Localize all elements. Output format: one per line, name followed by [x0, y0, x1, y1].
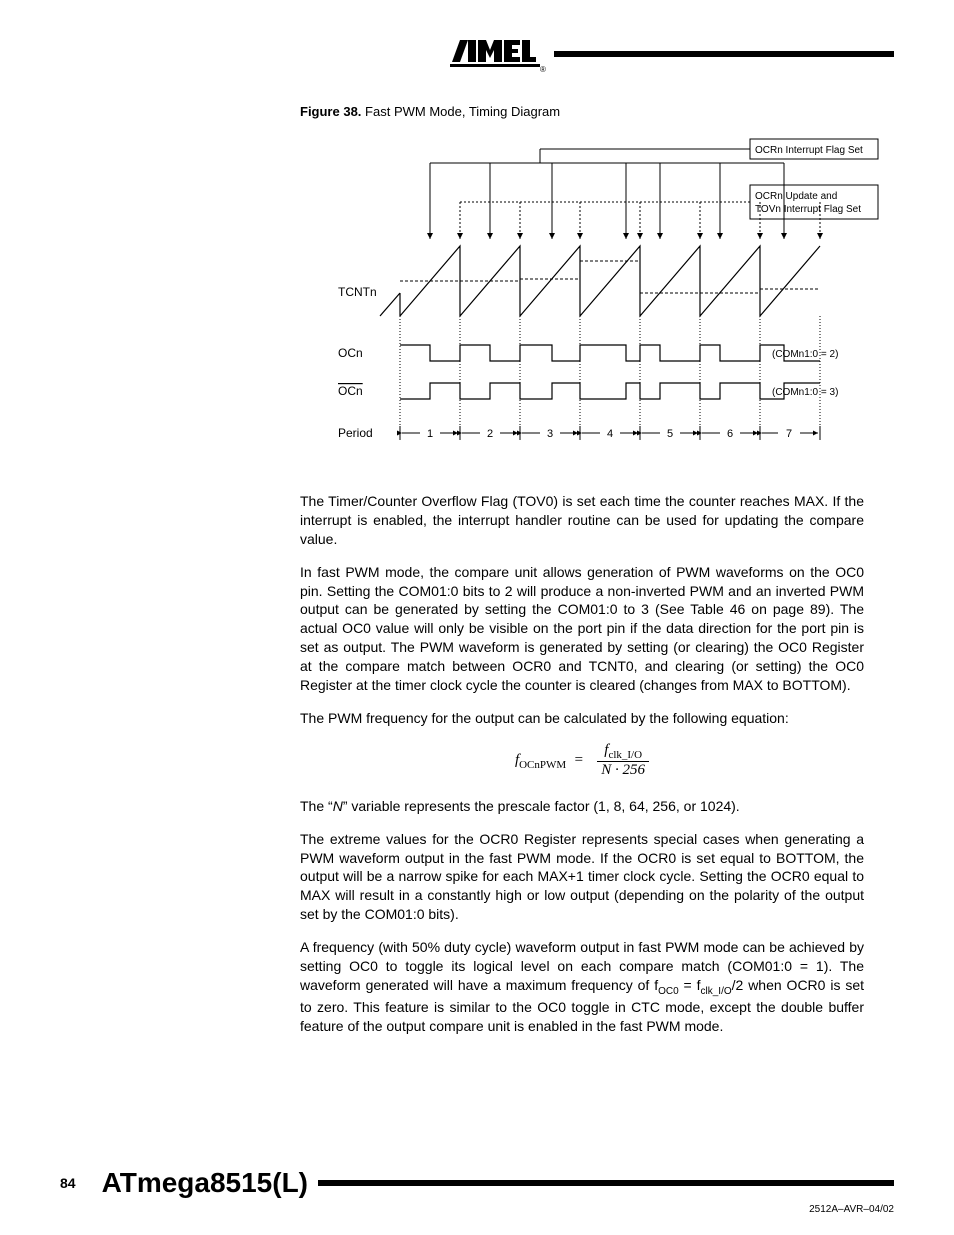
- box-ocrn-int: OCRn Interrupt Flag Set: [755, 145, 863, 156]
- period-4: 4: [607, 428, 613, 440]
- label-ocn: OCn: [338, 346, 363, 360]
- label-com3: (COMn1:0 = 3): [772, 387, 838, 398]
- timing-diagram: OCRn Interrupt Flag Set OCRn Update and …: [320, 131, 864, 466]
- label-period: Period: [338, 426, 373, 440]
- period-5: 5: [667, 428, 673, 440]
- label-com2: (COMn1:0 = 2): [772, 349, 838, 360]
- period-7: 7: [786, 428, 792, 440]
- eq-den: N · 256: [597, 762, 649, 779]
- doc-title: ATmega8515(L): [102, 1167, 308, 1199]
- eq-num-sub: clk_I/O: [608, 749, 642, 761]
- footer: 84 ATmega8515(L) 2512A–AVR–04/02: [60, 1167, 894, 1199]
- header-logo-row: ®: [450, 34, 894, 74]
- para-5: The extreme values for the OCR0 Register…: [300, 830, 864, 924]
- para-1: The Timer/Counter Overflow Flag (TOV0) i…: [300, 492, 864, 549]
- svg-text:®: ®: [540, 65, 546, 74]
- box-update-l2: TOVn Interrupt Flag Set: [755, 204, 861, 215]
- timing-diagram-svg: OCRn Interrupt Flag Set OCRn Update and …: [320, 131, 880, 461]
- box-update-l1: OCRn Update and: [755, 191, 837, 202]
- figure-caption: Figure 38. Fast PWM Mode, Timing Diagram: [300, 104, 864, 119]
- figure-title: Fast PWM Mode, Timing Diagram: [365, 104, 560, 119]
- period-1: 1: [427, 428, 433, 440]
- eq-lhs-sub: OCnPWM: [519, 759, 566, 771]
- footer-rule: [318, 1180, 894, 1186]
- para-6: A frequency (with 50% duty cycle) wavefo…: [300, 938, 864, 1036]
- figure-label: Figure 38.: [300, 104, 361, 119]
- para-3: The PWM frequency for the output can be …: [300, 709, 864, 728]
- label-tcntn: TCNTn: [338, 285, 377, 299]
- doc-id: 2512A–AVR–04/02: [809, 1204, 894, 1215]
- para-2: In fast PWM mode, the compare unit allow…: [300, 563, 864, 695]
- equation: fOCnPWM = fclk_I/O N · 256: [300, 742, 864, 779]
- header-rule: [554, 51, 894, 57]
- atmel-logo: ®: [450, 34, 546, 74]
- period-6: 6: [727, 428, 733, 440]
- page-number: 84: [60, 1175, 76, 1191]
- label-ocn-bar: OCn: [338, 384, 363, 398]
- period-3: 3: [547, 428, 553, 440]
- content-column: Figure 38. Fast PWM Mode, Timing Diagram…: [300, 104, 864, 1036]
- page: ® Figure 38. Fast PWM Mode, Timing Diagr…: [0, 0, 954, 1235]
- period-2: 2: [487, 428, 493, 440]
- para-4: The “N” variable represents the prescale…: [300, 797, 864, 816]
